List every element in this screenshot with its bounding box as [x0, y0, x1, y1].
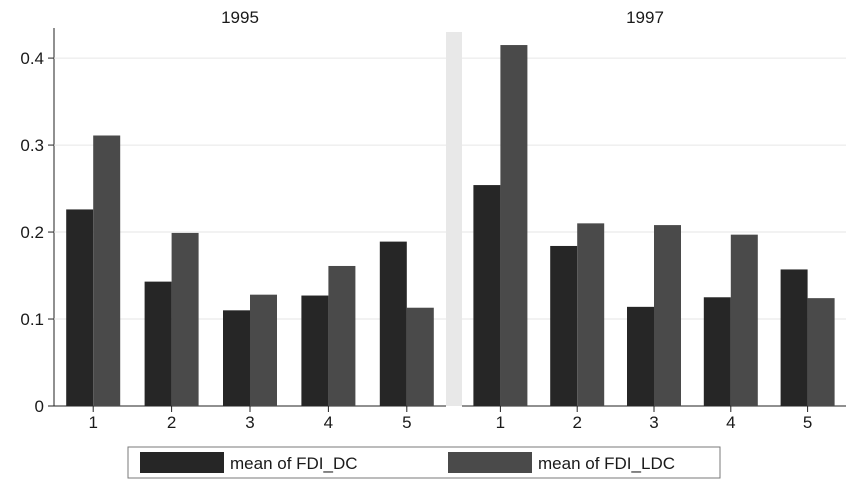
legend-label-fdi-dc: mean of FDI_DC: [230, 454, 358, 473]
panel-separator: [446, 32, 462, 406]
bar-1995-3-fdi-dc: [223, 310, 250, 406]
bar-1995-3-fdi-ldc: [250, 294, 277, 406]
bar-1995-2-fdi-dc: [144, 281, 172, 406]
bar-1997-4-fdi-ldc: [730, 234, 758, 406]
bar-1997-5-fdi-dc: [780, 269, 808, 406]
y-tick-label: 0: [35, 397, 44, 416]
y-tick-label: 0.4: [20, 49, 44, 68]
y-tick-label: 0.2: [20, 223, 44, 242]
bar-1997-1-fdi-ldc: [500, 45, 528, 407]
x-tick-label: 3: [649, 413, 658, 432]
x-tick-label: 2: [167, 413, 176, 432]
panel-title-1997: 1997: [626, 8, 664, 27]
bar-1995-1-fdi-ldc: [93, 135, 121, 406]
panel-title-1995: 1995: [221, 8, 259, 27]
bar-1997-2-fdi-ldc: [577, 223, 605, 406]
legend: mean of FDI_DC mean of FDI_LDC: [127, 446, 721, 479]
bar-1997-5-fdi-ldc: [807, 298, 835, 406]
x-tick-label: 5: [402, 413, 411, 432]
x-tick-label: 1: [496, 413, 505, 432]
bar-1997-3-fdi-dc: [627, 306, 654, 406]
bar-1997-2-fdi-dc: [550, 245, 578, 406]
y-tick-label: 0.3: [20, 136, 44, 155]
x-tick-label: 1: [88, 413, 97, 432]
bar-1995-4-fdi-ldc: [328, 265, 356, 406]
bar-1995-4-fdi-dc: [301, 295, 329, 406]
legend-swatch-fdi-ldc: [448, 452, 532, 473]
x-tick-label: 2: [572, 413, 581, 432]
x-tick-label: 3: [245, 413, 254, 432]
x-tick-label: 4: [726, 413, 735, 432]
legend-label-fdi-ldc: mean of FDI_LDC: [538, 454, 675, 473]
bar-1997-1-fdi-dc: [473, 185, 501, 406]
bar-1995-5-fdi-dc: [379, 241, 407, 406]
bar-1997-4-fdi-dc: [703, 297, 731, 406]
bar-1995-1-fdi-dc: [66, 209, 94, 406]
legend-box: [127, 446, 721, 479]
bar-1995-2-fdi-ldc: [171, 232, 199, 406]
x-tick-label: 4: [324, 413, 333, 432]
plot-area: 0 0.1 0.2 0.3 0.4 1 2 3 4 5 1 2 3 4 5: [20, 28, 846, 432]
bar-1997-3-fdi-ldc: [654, 225, 681, 406]
x-tick-label: 5: [803, 413, 812, 432]
legend-swatch-fdi-dc: [140, 452, 224, 473]
y-tick-label: 0.1: [20, 310, 44, 329]
bar-1995-5-fdi-ldc: [406, 307, 434, 406]
